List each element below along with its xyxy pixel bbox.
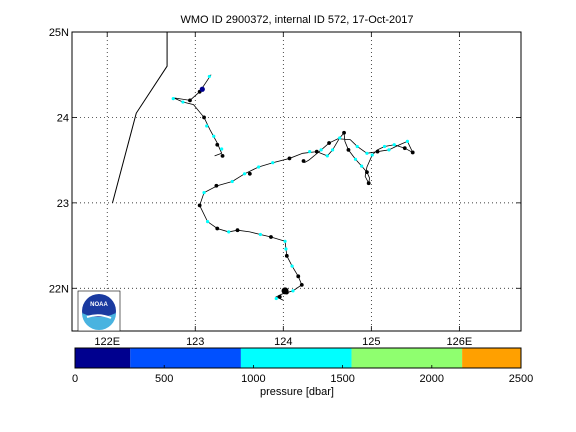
float-point <box>314 149 319 154</box>
float-point <box>284 247 288 251</box>
float-point <box>230 179 234 184</box>
float-point-latest <box>281 287 289 295</box>
float-point <box>188 98 192 103</box>
colorbar-segment <box>462 348 521 368</box>
float-point <box>274 296 278 301</box>
float-point <box>207 74 211 79</box>
float-point <box>283 239 287 243</box>
x-tick-label: 126E <box>447 336 473 348</box>
float-point <box>346 147 351 152</box>
float-point <box>338 136 342 140</box>
float-point <box>171 97 175 101</box>
float-point <box>365 151 369 155</box>
float-point <box>287 156 292 161</box>
float-point <box>296 274 301 279</box>
float-point <box>365 170 369 175</box>
float-point <box>212 134 216 138</box>
colorbar-tick-label: 2000 <box>420 373 444 385</box>
colorbar-tick-label: 0 <box>72 373 78 385</box>
float-point <box>342 130 346 135</box>
float-point <box>199 86 205 92</box>
colorbar-tick-label: 1000 <box>241 373 265 385</box>
colorbar-tick-label: 2500 <box>509 373 533 385</box>
coastline-line <box>112 32 168 203</box>
colorbar-frame <box>74 347 522 369</box>
x-tick-label: 123 <box>186 336 204 348</box>
float-point <box>215 142 220 147</box>
float-point <box>291 289 295 293</box>
float-point <box>370 153 374 157</box>
float-point <box>214 183 219 188</box>
plot-area <box>71 31 522 332</box>
float-point <box>353 157 358 161</box>
float-point <box>257 165 261 169</box>
float-point <box>242 172 247 176</box>
float-point <box>235 228 240 233</box>
colorbar-segment <box>351 348 463 368</box>
x-tick-label: 125 <box>362 336 380 348</box>
float-point <box>205 220 210 224</box>
x-tick-label: 124 <box>274 336 292 348</box>
float-point <box>301 159 306 163</box>
float-point <box>215 226 220 231</box>
colorbar-tick-label: 1500 <box>330 373 354 385</box>
float-point <box>247 171 252 176</box>
coastline <box>112 32 168 203</box>
float-point <box>327 141 331 145</box>
float-point <box>220 153 225 158</box>
float-point <box>290 264 294 268</box>
float-point <box>284 253 289 258</box>
colorbar-tick-label: 500 <box>155 373 173 385</box>
float-point <box>308 150 312 154</box>
colorbar-label: pressure [dbar] <box>260 386 334 398</box>
float-point <box>387 148 391 152</box>
x-axis: 122E 123 124 125 126E <box>94 32 472 348</box>
float-point <box>220 147 224 151</box>
float-point <box>319 148 323 152</box>
float-point <box>181 100 185 104</box>
colorbar-segment <box>240 348 352 368</box>
float-point <box>360 164 364 168</box>
float-point <box>382 144 387 149</box>
y-tick-label: 24 <box>57 112 69 124</box>
y-axis: 22N 23 24 25N <box>49 27 521 295</box>
float-point <box>330 148 335 152</box>
float-point <box>202 115 206 120</box>
noaa-logo-text: NOAA <box>90 302 108 308</box>
float-point <box>375 149 380 154</box>
float-point <box>205 124 209 128</box>
float-point <box>202 191 206 195</box>
float-points <box>171 74 415 301</box>
float-point <box>366 181 371 186</box>
x-tick-label: 122E <box>94 336 120 348</box>
float-point <box>227 230 231 234</box>
track-line <box>173 74 223 157</box>
float-point <box>405 139 410 143</box>
float-point <box>325 154 329 158</box>
float-point <box>271 161 275 165</box>
float-point <box>402 146 407 151</box>
float-point <box>355 144 359 149</box>
y-tick-label: 22N <box>49 283 69 295</box>
y-tick-label: 25N <box>49 27 69 39</box>
colorbar: 0 500 1000 1500 2000 2500 <box>72 347 533 385</box>
float-point <box>299 282 304 287</box>
noaa-logo: NOAA <box>77 290 121 332</box>
float-point <box>392 143 396 147</box>
float-point <box>410 150 415 155</box>
float-point <box>277 294 282 299</box>
y-tick-label: 23 <box>57 198 69 210</box>
float-point <box>197 203 202 208</box>
track-line <box>199 131 414 242</box>
chart-title: WMO ID 2900372, internal ID 572, 17-Oct-… <box>181 14 414 26</box>
float-point <box>269 235 273 239</box>
float-point <box>258 232 263 237</box>
colorbar-segment <box>130 348 241 368</box>
colorbar-segment <box>75 348 131 368</box>
